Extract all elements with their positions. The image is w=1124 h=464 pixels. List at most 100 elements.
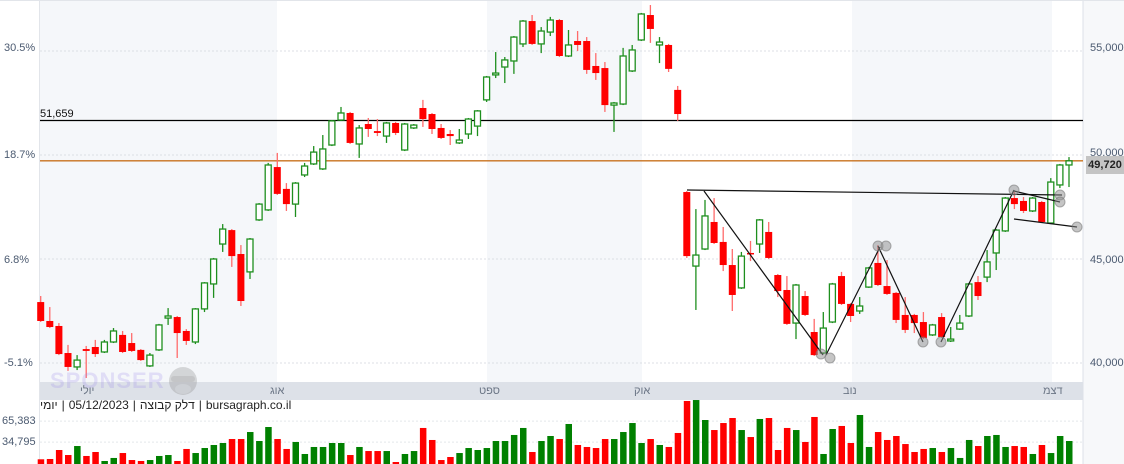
chart-caption: יומי | 05/12/2023 | דלק קבוצה | bursagra… [40,398,291,412]
volume-bar [893,435,900,464]
drawing-handle[interactable] [935,336,947,348]
volume-bar [556,439,563,464]
monkey-face-icon [169,367,197,395]
candle-up [564,44,573,57]
drawing-handle[interactable] [1054,196,1066,208]
candle-down [128,343,136,351]
trendline[interactable] [686,189,1063,196]
volume-bar [956,457,964,464]
volume-bar [274,439,281,464]
volume-bar [474,450,481,464]
candle-down [373,131,381,133]
volume-bar [419,427,427,464]
drawing-handle[interactable] [1008,184,1020,196]
candle-up [737,255,746,289]
caption-date: 05/12/2023 [68,398,129,412]
caption-symbol: דלק קבוצה [139,398,195,412]
candle-down [119,334,127,352]
drawing-handle[interactable] [880,240,892,252]
volume-bar [702,420,709,464]
candle-down [428,114,436,129]
volume-bar [692,400,700,464]
drawing-handle[interactable] [917,336,929,348]
drawing-handle[interactable] [1071,221,1083,233]
candle-up [510,36,518,62]
candle-down [674,89,682,115]
trendline[interactable] [1013,190,1061,203]
volume-bar [756,418,764,464]
candle-down [938,317,946,337]
candle-up [219,228,227,245]
trendline[interactable] [1013,218,1078,228]
candle-down [173,317,181,334]
volume-bar [356,446,363,464]
candle-down [37,302,45,321]
volume-bar [156,455,163,464]
candle-down [838,276,845,304]
candle-up [1065,160,1073,166]
candle-up [992,229,1000,254]
candle-up [73,359,81,368]
candle-down [919,322,927,339]
candle-down [364,124,372,129]
candle-up [200,282,209,310]
volume-bar [874,432,882,464]
volume-bar [483,448,491,464]
volume-bar [37,459,45,464]
volume-bar [793,430,800,464]
volume-bar [101,460,108,464]
trendline[interactable] [825,246,881,356]
drawing-handle[interactable] [824,352,836,364]
volume-bar [146,460,154,464]
volume-bar [165,455,172,464]
volume-bar [401,453,409,464]
candle-down [1010,198,1018,205]
trendline[interactable] [877,245,924,343]
caption-separator: | [61,398,65,412]
candle-down [910,314,918,324]
drawing-handle[interactable] [815,348,827,360]
volume-bar [92,451,99,464]
candles [37,5,1073,378]
candle-down [392,122,400,133]
volume-bar [838,425,845,464]
volume-bar [219,443,227,464]
candle-up [482,76,491,101]
month-label: אוג [270,385,285,397]
candle-up [355,127,363,145]
volume-bar [510,434,518,464]
candle-up [983,261,991,278]
candle-up [956,322,964,330]
candle-down [55,325,63,355]
caption-separator: | [132,398,136,412]
month-band [40,0,277,382]
volume-bar [629,423,636,464]
trendline[interactable] [940,189,1015,343]
candle-down [437,127,445,138]
candle-down [719,241,727,266]
candle-up [146,354,154,367]
volume-bar [228,439,236,464]
volume-bar [83,455,90,464]
volume-bar [247,432,254,464]
volume-bar [447,457,454,464]
volume-bar [119,453,127,464]
candle-up [410,124,418,129]
volume-bar [456,453,463,464]
right-axis-tick: 55,000 [1090,42,1124,54]
volume-bar [965,439,973,464]
volume-bar [256,441,263,464]
volume-bar [565,423,572,464]
volume-bar [1038,444,1046,464]
candle-up [310,151,318,165]
month-band [487,0,642,382]
month-band [852,0,1052,382]
trendline[interactable] [703,190,824,356]
candle-up [264,164,272,211]
candle-up [619,55,627,105]
candle-up [546,19,554,33]
caption-separator: | [198,398,202,412]
candle-down [774,275,782,292]
